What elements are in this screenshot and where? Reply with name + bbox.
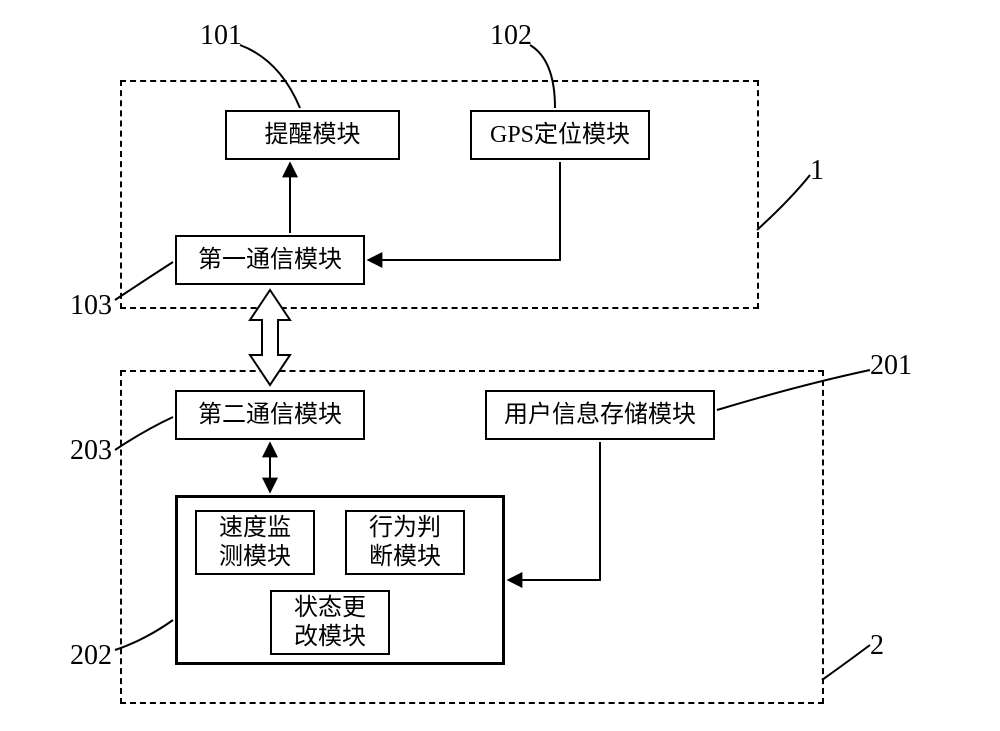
userinfo-text: 用户信息存储模块 [504, 401, 696, 430]
status-text: 状态更 改模块 [294, 594, 366, 652]
reminder-module-box: 提醒模块 [225, 110, 400, 160]
label-202: 202 [70, 640, 112, 672]
gps-module-box: GPS定位模块 [470, 110, 650, 160]
comm2-module-box: 第二通信模块 [175, 390, 365, 440]
gps-text: GPS定位模块 [490, 121, 630, 150]
label-2: 2 [870, 630, 884, 662]
comm1-module-box: 第一通信模块 [175, 235, 365, 285]
label-203: 203 [70, 435, 112, 467]
label-101: 101 [200, 20, 242, 52]
label-1: 1 [810, 155, 824, 187]
reminder-text: 提醒模块 [265, 121, 361, 150]
behavior-text: 行为判 断模块 [369, 514, 441, 572]
userinfo-module-box: 用户信息存储模块 [485, 390, 715, 440]
comm1-text: 第一通信模块 [198, 246, 342, 275]
speed-text: 速度监 测模块 [219, 514, 291, 572]
label-103: 103 [70, 290, 112, 322]
speed-module-box: 速度监 测模块 [195, 510, 315, 575]
diagram-canvas: 提醒模块 GPS定位模块 第一通信模块 第二通信模块 用户信息存储模块 速度监 … [0, 0, 1000, 731]
comm2-text: 第二通信模块 [198, 401, 342, 430]
status-module-box: 状态更 改模块 [270, 590, 390, 655]
label-102: 102 [490, 20, 532, 52]
label-201: 201 [870, 350, 912, 382]
behavior-module-box: 行为判 断模块 [345, 510, 465, 575]
